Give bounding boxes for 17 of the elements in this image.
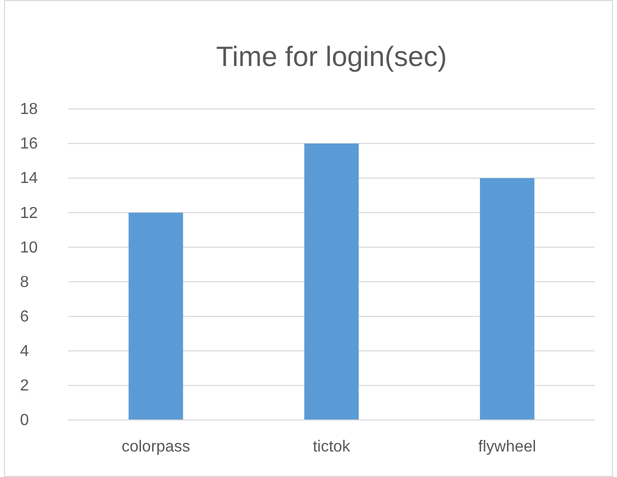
x-tick-label: tictok (312, 438, 352, 456)
y-tick-label: 10 (20, 239, 38, 256)
bar (128, 212, 184, 420)
chart-title: Time for login(sec) (216, 41, 447, 72)
y-tick-label: 6 (20, 308, 29, 326)
bar (480, 178, 534, 420)
y-tick-label: 2 (20, 378, 29, 395)
y-tick-label: 16 (20, 136, 38, 153)
bar (304, 144, 359, 420)
y-tick-label: 14 (20, 170, 38, 188)
x-tick-label: flywheel (478, 438, 536, 456)
y-tick-label: 12 (20, 204, 38, 222)
y-tick-label: 4 (20, 343, 29, 360)
y-tick-label: 8 (20, 274, 29, 291)
x-tick-label: colorpass (122, 438, 190, 456)
y-tick-label: 18 (20, 101, 38, 118)
y-tick-label: 0 (20, 412, 29, 430)
